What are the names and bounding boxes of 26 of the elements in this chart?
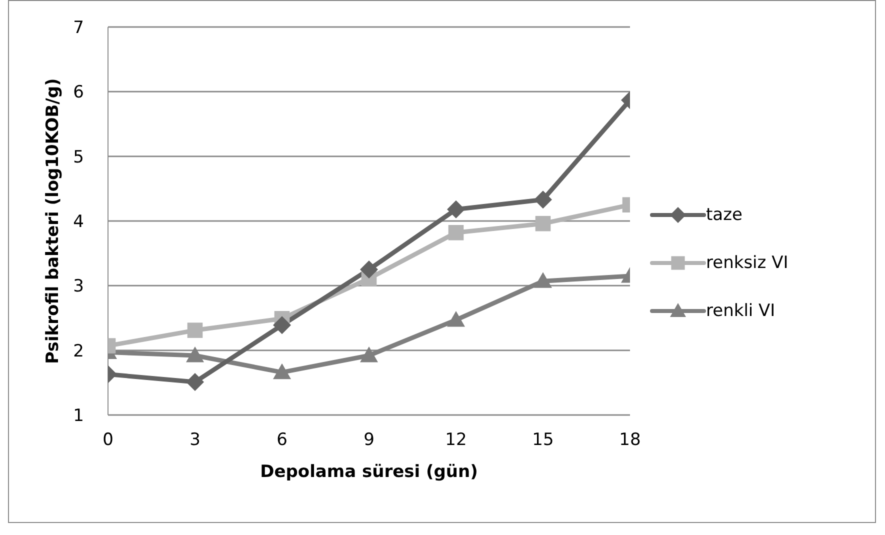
point: [447, 310, 465, 327]
legend-label: renkli VI: [706, 300, 776, 320]
x-tick-label: 12: [445, 430, 467, 450]
point: [360, 346, 378, 362]
y-tick-label: 4: [73, 212, 84, 232]
y-tick-label: 1: [73, 406, 84, 426]
x-tick-label: 15: [532, 430, 554, 450]
legend-label: renksiz VI: [706, 252, 788, 272]
point: [273, 316, 291, 334]
y-tick-label: 7: [73, 18, 84, 38]
y-tick-label: 6: [73, 82, 84, 103]
x-tick-label: 6: [276, 430, 288, 450]
point: [447, 200, 465, 218]
point: [273, 363, 291, 380]
legend-label: taze: [706, 204, 742, 224]
point: [360, 260, 378, 278]
y-tick-label: 3: [73, 276, 84, 297]
point: [448, 224, 464, 240]
x-tick-label: 9: [364, 430, 374, 450]
y-axis-title: Psikrofil bakteri (log10KOB/g): [43, 78, 64, 364]
y-tick-label: 2: [73, 341, 84, 362]
x-tick-label: 18: [619, 430, 641, 450]
x-tick-label: 0: [102, 430, 114, 450]
x-axis-title: Depolama süresi (gün): [260, 462, 478, 482]
y-tick-label: 5: [73, 147, 84, 168]
x-tick-label: 3: [190, 430, 200, 450]
